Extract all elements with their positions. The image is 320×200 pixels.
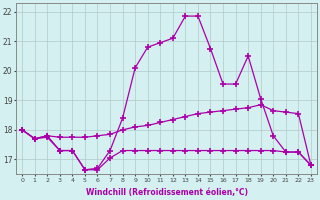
X-axis label: Windchill (Refroidissement éolien,°C): Windchill (Refroidissement éolien,°C)	[85, 188, 248, 197]
